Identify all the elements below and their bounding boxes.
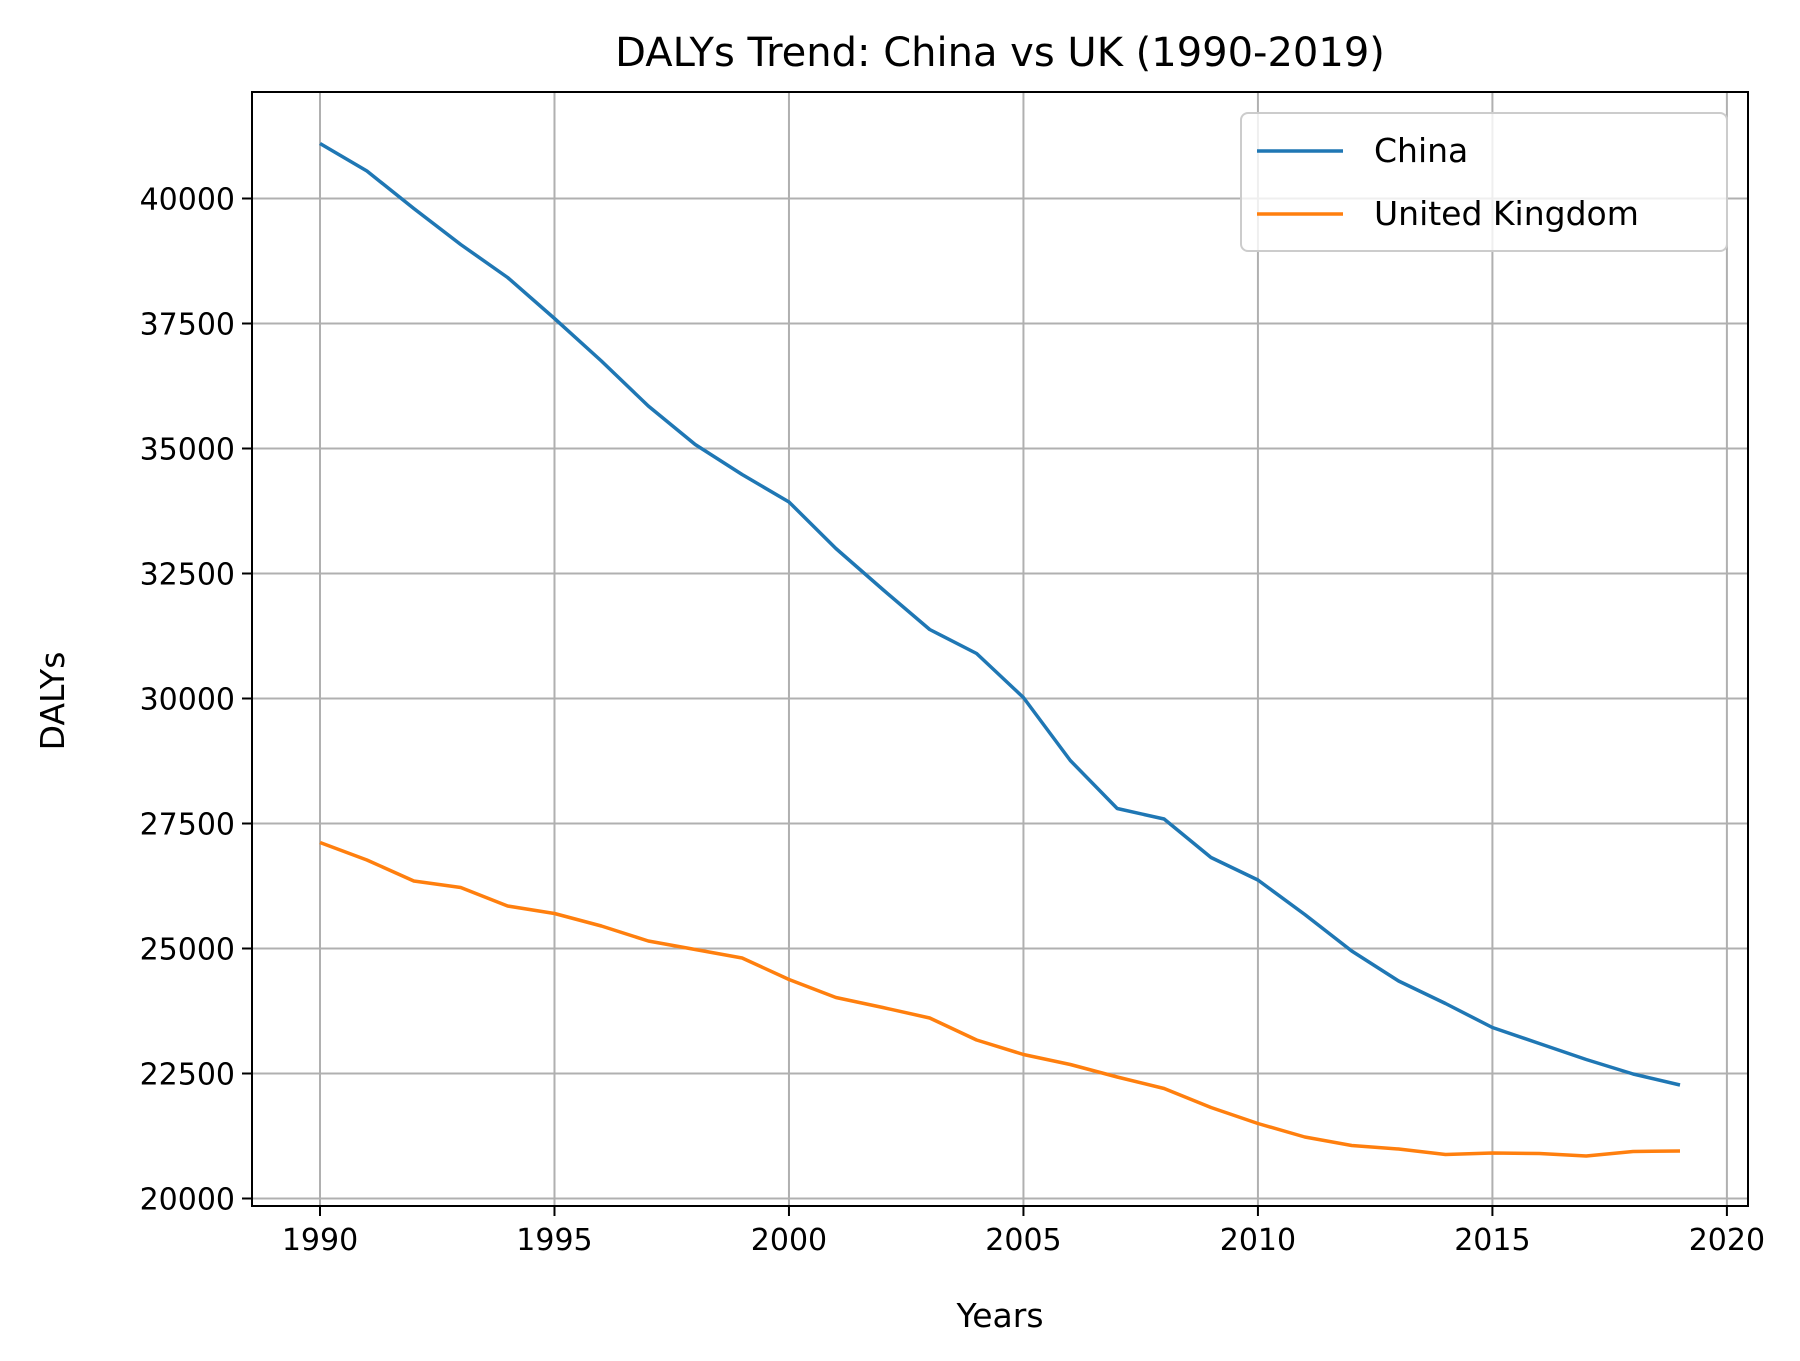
- x-axis-label: Years: [955, 1296, 1043, 1335]
- legend-label-china: China: [1374, 131, 1468, 170]
- x-tick-label: 2020: [1689, 1223, 1765, 1258]
- y-tick-label: 25000: [140, 933, 235, 968]
- y-tick-label: 32500: [140, 558, 235, 593]
- y-tick-label: 27500: [140, 808, 235, 843]
- y-tick-label: 30000: [140, 683, 235, 718]
- x-axis-ticks: 1990 1995 2000 2005 2010 2015 2020: [282, 1206, 1765, 1258]
- x-tick-label: 1990: [282, 1223, 358, 1258]
- x-tick-label: 2010: [1220, 1223, 1296, 1258]
- grid-lines: [252, 92, 1748, 1206]
- chart-title: DALYs Trend: China vs UK (1990-2019): [615, 30, 1385, 76]
- series-line-china: [319, 141, 1681, 1087]
- legend-box: [1240, 112, 1728, 252]
- x-tick-label: 2000: [751, 1223, 827, 1258]
- series-line-united-kingdom: [319, 840, 1681, 1158]
- y-tick-label: 35000: [140, 433, 235, 468]
- y-tick-label: 40000: [140, 183, 235, 218]
- legend-label-united-kingdom: United Kingdom: [1374, 194, 1639, 233]
- plot-frame: [251, 91, 1749, 1207]
- y-axis-label: DALYs: [33, 652, 72, 751]
- x-tick-label: 1995: [516, 1223, 592, 1258]
- y-axis-ticks: 20000 22500 25000 27500 30000 32500 35000 37500…: [140, 183, 252, 1218]
- y-tick-label: 20000: [140, 1183, 235, 1218]
- y-tick-label: 37500: [140, 308, 235, 343]
- x-tick-label: 2015: [1454, 1223, 1530, 1258]
- series-layer: [319, 141, 1681, 1158]
- x-tick-label: 2005: [985, 1223, 1061, 1258]
- legend: China United Kingdom: [1240, 112, 1728, 252]
- y-tick-label: 22500: [140, 1058, 235, 1093]
